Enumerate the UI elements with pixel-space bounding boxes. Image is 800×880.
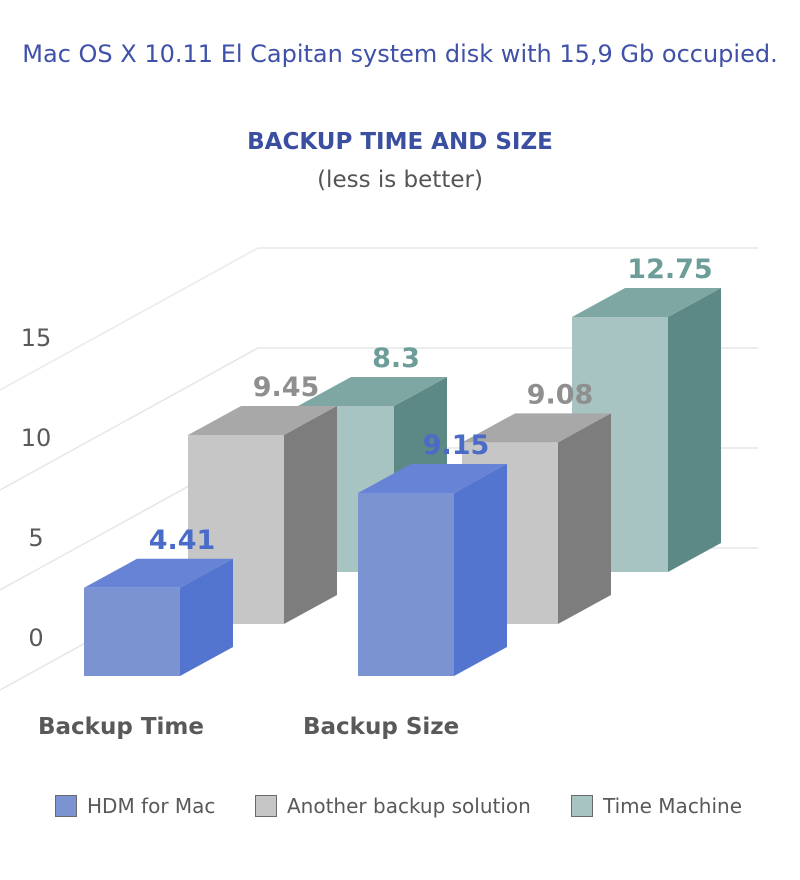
bar-side-time-machine <box>668 288 721 572</box>
chart-subtitle: (less is better) <box>317 167 483 193</box>
bar-top-hdm-for-mac <box>358 464 507 493</box>
bar-top-hdm-for-mac <box>84 558 233 588</box>
legend-label-another: Another backup solution <box>287 794 531 818</box>
bar-side-another-backup-solution <box>284 406 337 624</box>
bar-top-time-machine <box>298 377 447 406</box>
y-tick-label: 10 <box>21 424 52 452</box>
bar-top-another-backup-solution <box>188 406 337 435</box>
bar-chart: 0 5 10 15 8.3 12.75 9.45 9.08 4.41 9.15 Backup Tim… <box>0 247 758 740</box>
legend-item-another: Another backup solution <box>255 794 531 818</box>
gridline-diagonal <box>0 247 259 391</box>
legend-item-timemachine: Time Machine <box>571 794 742 818</box>
bar-side-another-backup-solution <box>558 413 611 624</box>
y-tick-label: 15 <box>21 324 52 352</box>
data-label: 12.75 <box>627 254 712 285</box>
data-label: 8.3 <box>372 343 420 374</box>
bar-side-hdm-for-mac <box>454 464 507 676</box>
bar-top-another-backup-solution <box>462 413 611 443</box>
data-label: 9.15 <box>423 430 490 461</box>
bar-hdm-for-mac <box>84 587 180 676</box>
bar-top-time-machine <box>572 288 721 317</box>
gridline-diagonal <box>0 347 259 491</box>
data-label: 9.08 <box>527 379 594 410</box>
legend-swatch-timemachine <box>571 795 593 817</box>
y-tick-label: 0 <box>28 624 43 652</box>
legend-swatch-hdm <box>55 795 77 817</box>
legend-swatch-another <box>255 795 277 817</box>
x-tick-label: Backup Size <box>303 714 459 740</box>
legend-label-hdm: HDM for Mac <box>87 794 216 818</box>
bar-hdm-for-mac <box>358 493 454 676</box>
chart-legend: HDM for Mac Another backup solution Time… <box>0 794 800 824</box>
y-tick-label: 5 <box>28 524 43 552</box>
legend-item-hdm: HDM for Mac <box>55 794 215 818</box>
legend-label-timemachine: Time Machine <box>603 794 743 818</box>
bar-side-hdm-for-mac <box>180 558 233 676</box>
chart-description: Mac OS X 10.11 El Capitan system disk wi… <box>22 40 778 68</box>
x-tick-label: Backup Time <box>38 714 204 740</box>
data-label: 9.45 <box>253 372 320 403</box>
data-label: 4.41 <box>149 525 216 556</box>
chart-title: BACKUP TIME AND SIZE <box>247 129 553 155</box>
